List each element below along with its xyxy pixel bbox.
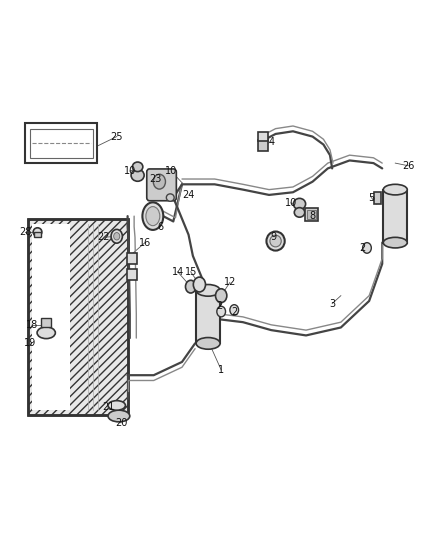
Ellipse shape <box>37 327 55 338</box>
Ellipse shape <box>383 184 407 195</box>
Ellipse shape <box>108 410 130 422</box>
Bar <box>28 219 127 415</box>
Bar <box>258 140 268 151</box>
Text: 28: 28 <box>19 227 32 237</box>
Ellipse shape <box>166 194 174 201</box>
Text: 24: 24 <box>182 190 195 200</box>
Text: 14: 14 <box>172 267 184 277</box>
Circle shape <box>363 243 371 253</box>
Bar <box>383 190 407 243</box>
Text: 10: 10 <box>285 198 297 208</box>
Bar <box>305 208 318 221</box>
Bar <box>258 132 268 141</box>
Ellipse shape <box>146 207 160 225</box>
Bar <box>307 211 316 219</box>
Text: 3: 3 <box>329 298 335 309</box>
Bar <box>127 253 137 264</box>
Circle shape <box>111 229 122 243</box>
Circle shape <box>215 289 227 303</box>
Ellipse shape <box>266 231 285 251</box>
Text: 10: 10 <box>165 166 177 176</box>
Circle shape <box>193 277 205 292</box>
Ellipse shape <box>132 162 143 172</box>
Ellipse shape <box>270 235 281 247</box>
Text: 20: 20 <box>115 418 127 428</box>
Bar <box>35 232 42 237</box>
Text: 2: 2 <box>231 306 237 317</box>
Text: 15: 15 <box>184 267 197 277</box>
Circle shape <box>217 306 226 317</box>
Text: 18: 18 <box>26 320 38 330</box>
Bar <box>196 290 220 343</box>
Bar <box>32 224 70 410</box>
Text: 4: 4 <box>268 137 274 147</box>
Ellipse shape <box>142 203 163 230</box>
Text: 21: 21 <box>102 402 114 412</box>
Text: 16: 16 <box>139 238 151 248</box>
Ellipse shape <box>196 285 220 296</box>
Bar <box>127 269 137 280</box>
Circle shape <box>114 232 120 240</box>
Text: 19: 19 <box>24 338 36 349</box>
Ellipse shape <box>131 169 144 181</box>
FancyBboxPatch shape <box>147 169 177 201</box>
Bar <box>41 318 51 327</box>
Ellipse shape <box>383 237 407 248</box>
Circle shape <box>230 305 239 316</box>
Text: 1: 1 <box>218 365 224 375</box>
Text: 22: 22 <box>97 232 110 243</box>
Circle shape <box>153 174 166 189</box>
Bar <box>25 123 97 163</box>
Ellipse shape <box>293 198 306 209</box>
Bar <box>30 128 93 158</box>
Text: 2: 2 <box>216 301 222 311</box>
Ellipse shape <box>196 337 220 349</box>
Text: 10: 10 <box>124 166 136 176</box>
Text: 8: 8 <box>310 211 316 221</box>
Bar <box>374 192 381 204</box>
Text: 25: 25 <box>110 132 123 142</box>
Text: 5: 5 <box>368 192 374 203</box>
Text: 6: 6 <box>157 222 163 232</box>
Text: 23: 23 <box>150 174 162 184</box>
Ellipse shape <box>294 208 305 217</box>
Ellipse shape <box>33 228 42 236</box>
Bar <box>28 219 127 415</box>
Text: 9: 9 <box>270 232 276 243</box>
Text: 26: 26 <box>402 161 414 171</box>
Ellipse shape <box>108 401 125 410</box>
Circle shape <box>185 280 196 293</box>
Text: 2: 2 <box>360 243 366 253</box>
Text: 12: 12 <box>224 277 236 287</box>
